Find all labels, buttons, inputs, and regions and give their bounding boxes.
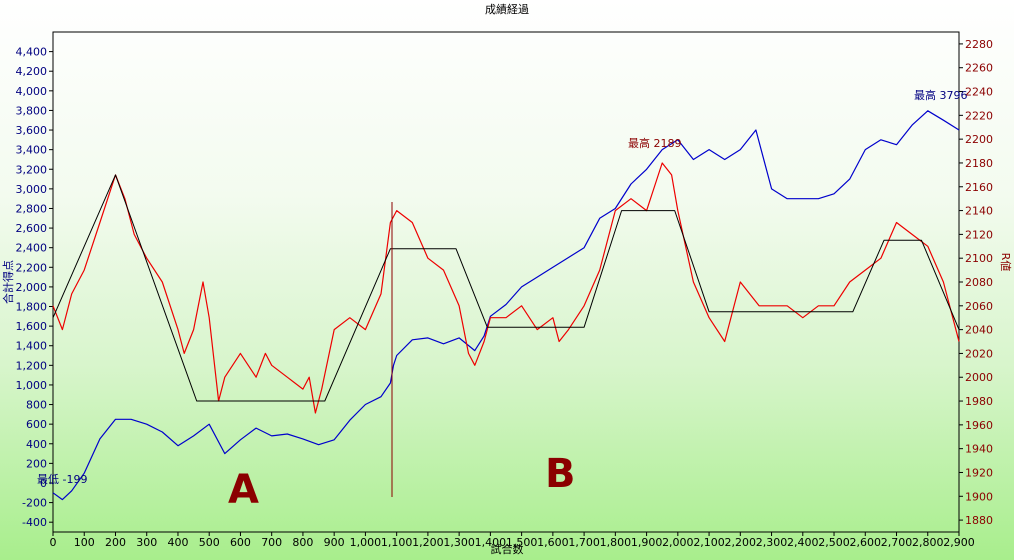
label-a: A <box>228 467 259 513</box>
left-tick-label: 1,200 <box>16 359 48 372</box>
left-axis-title: 合計得点 <box>1 260 15 304</box>
total-score-line <box>52 110 960 501</box>
x-tick-label: 1,200 <box>412 536 444 549</box>
left-tick-label: 1,800 <box>16 301 48 314</box>
left-tick-label: 2,600 <box>16 222 48 235</box>
x-tick-label: 1,000 <box>350 536 382 549</box>
left-tick-label: 3,400 <box>16 144 48 157</box>
x-tick-label: 200 <box>105 536 126 549</box>
rating-line <box>52 162 960 414</box>
right-tick-label: 2020 <box>965 347 993 360</box>
left-tick-label: 4,400 <box>16 46 48 59</box>
left-tick-label: 600 <box>26 418 47 431</box>
right-tick-label: 1880 <box>965 514 993 527</box>
rating-trend-line <box>52 174 960 402</box>
left-tick-label: 2,400 <box>16 242 48 255</box>
series-lines <box>52 110 960 501</box>
right-tick-label: 2260 <box>965 62 993 75</box>
right-axis-labels: 1880 1900 1920 1940 1960 1980 2000 2020 2040 2060… <box>965 38 993 527</box>
left-tick-label: 2,800 <box>16 202 48 215</box>
x-tick-label: 900 <box>324 536 345 549</box>
left-tick-label: 2,000 <box>16 281 48 294</box>
right-tick-label: 2140 <box>965 205 993 218</box>
x-tick-label: 2,800 <box>912 536 944 549</box>
left-tick-label: 200 <box>26 457 47 470</box>
x-tick-label: 1,400 <box>475 536 507 549</box>
plot-area <box>52 31 960 533</box>
label-b: B <box>545 451 576 497</box>
x-tick-label: 2,500 <box>818 536 850 549</box>
left-tick-label: 1,400 <box>16 340 48 353</box>
x-tick-label: 1,800 <box>600 536 632 549</box>
right-tick-label: 1940 <box>965 443 993 456</box>
left-tick-label: -200 <box>22 497 47 510</box>
tick-marks <box>49 43 963 536</box>
annotation-min-left: 最低 -199 <box>37 473 87 486</box>
chart-title: 成績経過 <box>485 2 529 16</box>
left-tick-label: 400 <box>26 438 47 451</box>
x-tick-label: 2,300 <box>756 536 788 549</box>
right-axis-title: R値 <box>999 253 1012 272</box>
right-tick-label: 2160 <box>965 181 993 194</box>
x-tick-label: 1,700 <box>568 536 600 549</box>
annotation-max-left: 最高 3796 <box>914 88 968 102</box>
x-tick-label: 500 <box>199 536 220 549</box>
x-tick-label: 2,400 <box>787 536 819 549</box>
left-tick-label: 1,600 <box>16 320 48 333</box>
left-tick-label: 3,800 <box>16 104 48 117</box>
x-tick-label: 1,600 <box>537 536 569 549</box>
right-tick-label: 2180 <box>965 157 993 170</box>
x-tick-label: 1,300 <box>443 536 475 549</box>
x-tick-label: 100 <box>74 536 95 549</box>
left-tick-label: 4,000 <box>16 85 48 98</box>
right-tick-label: 1920 <box>965 466 993 479</box>
x-tick-label: 1,900 <box>631 536 663 549</box>
x-tick-label: 2,900 <box>943 536 975 549</box>
right-tick-label: 2280 <box>965 38 993 51</box>
left-tick-label: 3,200 <box>16 163 48 176</box>
x-axis-title: 試合数 <box>491 542 524 556</box>
right-tick-label: 2100 <box>965 252 993 265</box>
right-tick-label: 2200 <box>965 133 993 146</box>
right-tick-label: 2220 <box>965 109 993 122</box>
right-tick-label: 1980 <box>965 395 993 408</box>
left-tick-label: 1,000 <box>16 379 48 392</box>
x-tick-label: 400 <box>167 536 188 549</box>
left-tick-label: -400 <box>22 516 47 529</box>
x-axis-labels: 0 100 200 300 400 500 600 700 800 900 1,000 1,100 1,… <box>50 536 975 549</box>
x-tick-label: 800 <box>292 536 313 549</box>
x-tick-label: 1,100 <box>381 536 413 549</box>
x-tick-label: 2,000 <box>662 536 694 549</box>
right-tick-label: 2120 <box>965 228 993 241</box>
x-tick-label: 300 <box>136 536 157 549</box>
x-tick-label: 600 <box>230 536 251 549</box>
right-tick-label: 1900 <box>965 490 993 503</box>
right-tick-label: 1960 <box>965 419 993 432</box>
right-tick-label: 2080 <box>965 276 993 289</box>
x-tick-label: 2,600 <box>850 536 882 549</box>
x-tick-label: 700 <box>261 536 282 549</box>
left-axis-labels: -400 -200 0 200 400 600 800 1,000 1,200 1,400 1,60… <box>16 46 48 530</box>
x-tick-label: 2,200 <box>725 536 757 549</box>
left-tick-label: 3,600 <box>16 124 48 137</box>
right-tick-label: 2000 <box>965 371 993 384</box>
left-tick-label: 2,200 <box>16 261 48 274</box>
x-tick-label: 2,700 <box>881 536 913 549</box>
right-tick-label: 2060 <box>965 300 993 313</box>
x-tick-label: 0 <box>50 536 57 549</box>
right-tick-label: 2040 <box>965 324 993 337</box>
right-tick-label: 2240 <box>965 86 993 99</box>
x-tick-label: 2,100 <box>693 536 725 549</box>
left-tick-label: 800 <box>26 399 47 412</box>
annotation-max-right: 最高 2189 <box>628 136 682 150</box>
left-tick-label: 0 <box>40 477 47 490</box>
left-tick-label: 3,000 <box>16 183 48 196</box>
x-tick-label: 1,500 <box>506 536 538 549</box>
left-tick-label: 4,200 <box>16 65 48 78</box>
